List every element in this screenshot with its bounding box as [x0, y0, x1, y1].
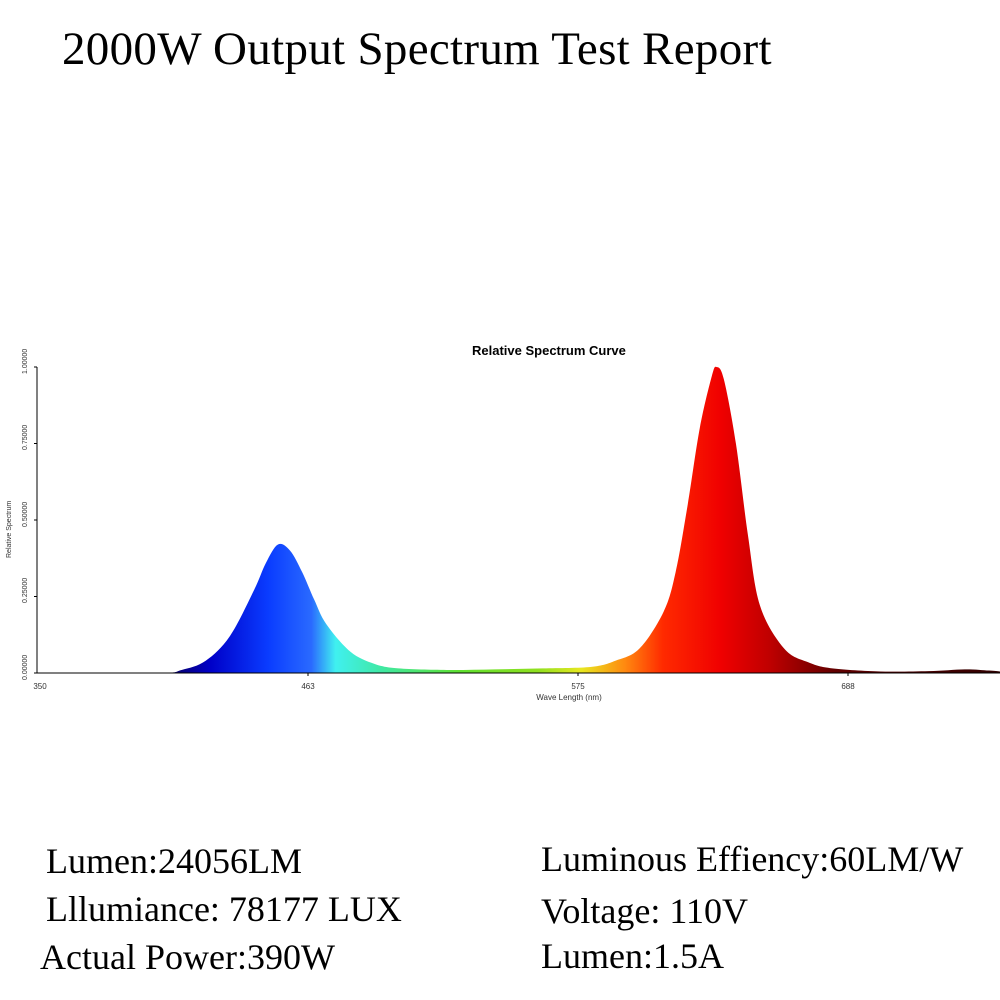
x-tick: 463	[301, 682, 315, 691]
y-tick: 0.25000	[22, 577, 29, 603]
x-axis-label: Wave Length (nm)	[536, 693, 602, 702]
x-tick: 350	[33, 682, 47, 691]
spec-luminous-efficiency: Luminous Effiency:60LM/W	[541, 839, 964, 879]
spec-voltage: Voltage: 110V	[541, 891, 748, 931]
y-axis-label: Relative Spectrum	[6, 500, 13, 558]
spec-lumen: Lumen:24056LM	[46, 841, 302, 881]
y-tick: 0.75000	[22, 424, 29, 450]
y-tick: 0.00000	[22, 654, 29, 680]
spec-current: Lumen:1.5A	[541, 936, 724, 976]
tick-marks	[34, 366, 849, 676]
y-tick: 0.50000	[22, 501, 29, 527]
spec-actual-power: Actual Power:390W	[40, 937, 335, 977]
chart-title: Relative Spectrum Curve	[472, 343, 626, 358]
x-tick: 575	[571, 682, 585, 691]
y-tick: 1.00000	[22, 348, 29, 374]
spectrum-area	[37, 366, 1000, 673]
x-tick: 688	[841, 682, 855, 691]
spec-illuminance: Lllumiance: 78177 LUX	[46, 889, 402, 929]
page-title: 2000W Output Spectrum Test Report	[62, 23, 772, 75]
spectrum-chart: Relative Spectrum Curve Relative Spectru…	[0, 330, 1000, 710]
spectrum-plot	[34, 366, 1000, 676]
